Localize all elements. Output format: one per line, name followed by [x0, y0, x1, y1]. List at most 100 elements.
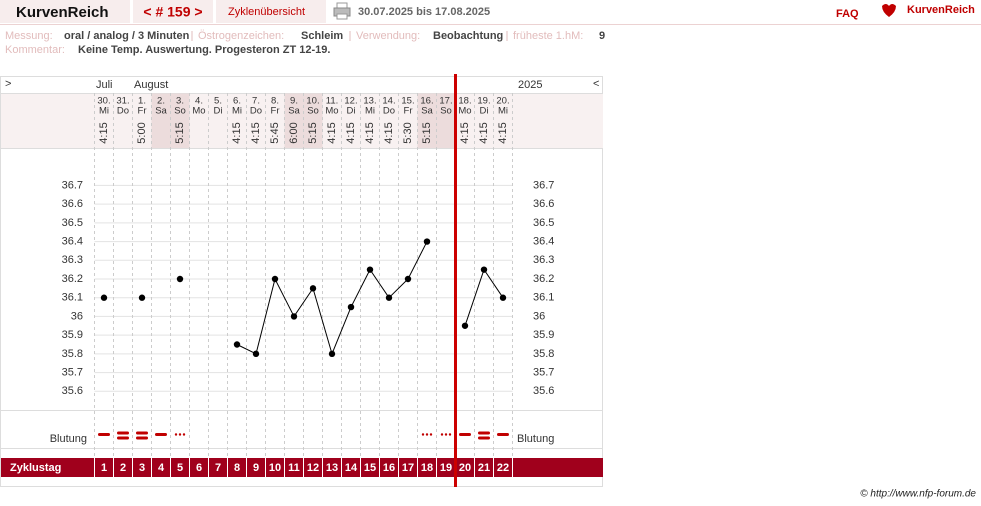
logo-text[interactable]: KurvenReich	[907, 4, 975, 16]
bleeding-bar	[136, 431, 148, 435]
bleeding-mark	[174, 433, 186, 436]
cycle-day: 2	[120, 462, 126, 474]
cycle-day: 16	[383, 462, 395, 474]
logo-icon	[882, 4, 896, 17]
cycle-day: 7	[215, 462, 221, 474]
weekend-cell	[436, 93, 456, 148]
date: 30.	[97, 96, 110, 107]
time: 4:15	[459, 122, 471, 143]
weekday: Fr	[404, 106, 413, 117]
date: 3.	[176, 96, 184, 107]
weekday: Mi	[232, 106, 242, 117]
weekday: Do	[250, 106, 262, 117]
nav-prev[interactable]: >	[5, 78, 11, 90]
cycle-day: 11	[288, 462, 300, 474]
date: 18.	[458, 96, 471, 107]
print-icon[interactable]	[333, 2, 351, 20]
y-tick-label: 36	[71, 310, 83, 322]
weekend-cell	[284, 93, 304, 148]
info-label: Östrogenzeichen:	[198, 30, 284, 42]
weekday: Sa	[421, 106, 433, 117]
date: 13.	[363, 96, 376, 107]
cycle-day: 13	[326, 462, 338, 474]
overview-box	[216, 0, 326, 23]
cycle-day-label: Zyklustag	[10, 462, 61, 474]
weekday: Mo	[325, 106, 338, 117]
info-label: Messung:	[5, 30, 53, 42]
time: 4:15	[383, 122, 395, 143]
temperature-point	[100, 294, 108, 301]
nav-next[interactable]: <	[593, 78, 599, 90]
temperature-point	[404, 275, 412, 283]
info-label: früheste 1.hM:	[513, 30, 583, 42]
temperature-point	[461, 322, 469, 329]
cycle-day: 14	[345, 462, 358, 474]
cycle-nav[interactable]: < # 159 >	[143, 4, 202, 20]
bleeding-mark	[459, 433, 471, 436]
bleeding-dot	[429, 433, 433, 436]
bleeding-mark	[478, 431, 490, 440]
temperature-point	[138, 294, 146, 301]
bleeding-dot	[174, 433, 178, 436]
cycle-day: 18	[421, 462, 433, 474]
y-tick-label: 35.6	[62, 385, 83, 397]
bleeding-dot	[421, 433, 425, 436]
y-tick-label: 35.7	[62, 366, 83, 378]
date: 14.	[382, 96, 395, 107]
weekday: Fr	[271, 106, 280, 117]
weekday: Di	[347, 106, 356, 117]
y-tick-label: 36.5	[62, 217, 83, 229]
bleeding-dot	[178, 433, 182, 436]
weekday: Di	[214, 106, 223, 117]
faq-link[interactable]: FAQ	[836, 8, 859, 20]
temperature-point	[499, 294, 507, 301]
cycle-day: 9	[253, 462, 259, 474]
date: 4.	[195, 96, 203, 107]
cycle-day: 4	[158, 462, 165, 474]
bleeding-mark	[497, 433, 509, 436]
comment-value: Keine Temp. Auswertung. Progesteron ZT 1…	[78, 44, 330, 56]
temperature-point	[252, 350, 260, 358]
weekday: So	[174, 106, 186, 117]
temperature-point	[328, 350, 336, 358]
bleeding-dot	[440, 433, 444, 436]
time: 4:15	[326, 122, 338, 143]
date: 8.	[271, 96, 279, 107]
time: 4:15	[364, 122, 376, 143]
time: 4:15	[231, 122, 243, 143]
temperature-point	[233, 341, 241, 348]
y-tick-label: 36.7	[533, 179, 554, 191]
bleeding-bar	[478, 431, 490, 435]
weekend-cell	[303, 93, 323, 148]
time: 5:00	[136, 122, 148, 143]
y-tick-label: 35.6	[533, 385, 554, 397]
date: 5.	[214, 96, 222, 107]
info-value: Schleim	[301, 30, 343, 42]
bleeding-label: Blutung	[517, 433, 554, 445]
weekday: Mi	[365, 106, 375, 117]
bleeding-bar	[98, 433, 110, 436]
footer: © http://www.nfp-forum.de	[860, 489, 976, 500]
cycle-day: 19	[440, 462, 452, 474]
time: 5:45	[269, 122, 281, 143]
bleeding-bar	[117, 431, 129, 435]
cycle-day: 21	[478, 462, 490, 474]
weekend-cell	[417, 93, 437, 148]
bleeding-bar	[136, 436, 148, 440]
y-tick-label: 35.8	[62, 348, 83, 360]
weekday: Di	[480, 106, 489, 117]
date: 15.	[401, 96, 414, 107]
bleeding-mark	[421, 433, 433, 436]
month-label: Juli	[96, 79, 113, 91]
y-tick-label: 36.3	[533, 254, 554, 266]
bleeding-mark	[117, 431, 129, 440]
temperature-point	[347, 303, 355, 311]
app-title[interactable]: KurvenReich	[16, 4, 109, 21]
date: 16.	[420, 96, 433, 107]
nav-box	[133, 0, 213, 23]
y-tick-label: 36.1	[62, 292, 83, 304]
overview-link[interactable]: Zyklenübersicht	[228, 6, 305, 18]
time: 5:30	[402, 122, 414, 143]
info-value: 9	[599, 30, 605, 42]
